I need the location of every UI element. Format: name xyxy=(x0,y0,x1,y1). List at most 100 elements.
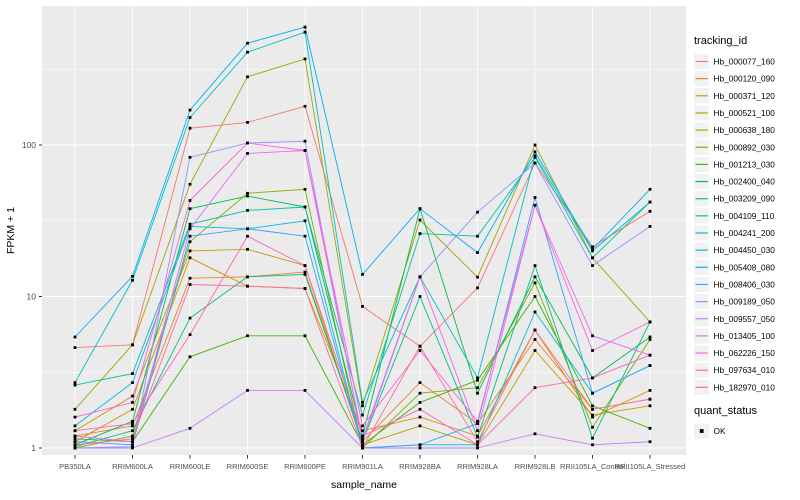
plot-panel xyxy=(42,6,686,455)
data-point xyxy=(246,275,249,279)
data-point xyxy=(476,210,479,214)
x-axis-title: sample_name xyxy=(331,479,397,491)
data-point xyxy=(476,234,479,238)
data-point xyxy=(188,276,192,280)
data-point xyxy=(131,372,134,375)
data-point xyxy=(131,440,134,444)
data-point xyxy=(303,287,307,290)
data-point xyxy=(476,429,479,433)
data-point xyxy=(418,424,422,428)
data-point xyxy=(188,249,192,253)
legend-tracking-id: tracking_id Hb_000077_160 Hb_000120_090 Hb_… xyxy=(694,35,775,395)
legend-label-Hb_004241_200: Hb_004241_200 xyxy=(714,228,776,238)
y-tick-label: 10 xyxy=(27,292,37,302)
legend-title-quant-status: quant_status xyxy=(694,405,757,417)
data-point xyxy=(648,335,652,339)
data-point xyxy=(648,320,652,324)
data-point xyxy=(303,264,307,267)
legend-key-point xyxy=(699,429,704,433)
data-point xyxy=(648,397,652,401)
data-point xyxy=(73,381,77,384)
data-point xyxy=(188,316,192,320)
data-point xyxy=(246,247,249,251)
data-point xyxy=(188,155,192,159)
data-point xyxy=(131,429,134,433)
data-point xyxy=(73,437,77,441)
data-point xyxy=(246,152,249,155)
data-point xyxy=(418,349,422,352)
data-point xyxy=(188,207,192,211)
legend-label-Hb_000077_160: Hb_000077_160 xyxy=(714,57,776,67)
data-point xyxy=(73,424,77,428)
data-point xyxy=(303,30,307,34)
legend-label-Hb_003209_090: Hb_003209_090 xyxy=(714,194,776,204)
data-point xyxy=(418,443,422,447)
data-point xyxy=(131,407,134,411)
data-point xyxy=(73,346,77,349)
data-point xyxy=(476,378,479,382)
data-point xyxy=(246,389,249,392)
data-point xyxy=(648,440,652,444)
data-point xyxy=(591,334,594,338)
data-point xyxy=(591,436,594,440)
legend-label-Hb_004109_110: Hb_004109_110 xyxy=(714,211,775,221)
data-point xyxy=(131,278,134,282)
data-point xyxy=(131,424,134,428)
data-point xyxy=(476,275,479,279)
data-point xyxy=(591,404,594,408)
x-tick-label: RRII105LA_Stressed xyxy=(615,462,685,471)
data-point xyxy=(188,126,192,130)
data-point xyxy=(188,256,192,260)
data-point xyxy=(418,401,422,404)
data-point xyxy=(591,245,594,249)
data-point xyxy=(303,273,307,276)
data-point xyxy=(188,182,192,186)
legend-label-Hb_009189_050: Hb_009189_050 xyxy=(714,297,776,307)
data-point xyxy=(648,200,652,204)
data-point xyxy=(591,413,594,417)
x-tick-label: RRIM600LE xyxy=(170,462,211,471)
data-point xyxy=(131,434,134,438)
data-point xyxy=(131,401,134,404)
data-point xyxy=(303,334,307,338)
legend-label-Hb_000892_030: Hb_000892_030 xyxy=(714,142,776,152)
data-point xyxy=(361,443,364,447)
data-point xyxy=(476,446,479,450)
x-tick-label: RRIM600SE xyxy=(227,462,269,471)
data-point xyxy=(648,225,652,228)
data-point xyxy=(303,187,307,191)
data-point xyxy=(591,249,594,253)
data-point xyxy=(648,389,652,392)
legend-label-Hb_001213_030: Hb_001213_030 xyxy=(714,159,776,169)
data-point xyxy=(73,440,77,444)
data-point xyxy=(361,404,364,408)
data-point xyxy=(361,437,364,441)
data-point xyxy=(246,191,249,195)
data-point xyxy=(303,57,307,61)
data-point xyxy=(533,349,537,352)
x-tick-label: RRIM901LA xyxy=(342,462,383,471)
legend-label-Hb_008406_030: Hb_008406_030 xyxy=(714,279,776,289)
data-point xyxy=(361,429,364,433)
data-point xyxy=(648,209,652,213)
legend-label-Hb_000371_120: Hb_000371_120 xyxy=(714,91,776,101)
data-point xyxy=(131,343,134,347)
data-point xyxy=(476,435,479,439)
data-point xyxy=(591,391,594,395)
x-tick-label: RRIM600PE xyxy=(284,462,326,471)
data-point xyxy=(361,401,364,404)
y-axis-title: FPKM + 1 xyxy=(5,207,17,254)
data-point xyxy=(418,415,422,419)
legend-label-Hb_182970_010: Hb_182970_010 xyxy=(714,382,776,392)
data-point xyxy=(648,364,652,367)
data-point xyxy=(188,283,192,286)
data-point xyxy=(591,407,594,411)
data-point xyxy=(591,415,594,419)
data-point xyxy=(591,425,594,429)
data-point xyxy=(648,187,652,191)
data-point xyxy=(476,286,479,290)
data-point xyxy=(73,415,77,419)
data-point xyxy=(533,310,537,314)
data-point xyxy=(188,227,192,231)
